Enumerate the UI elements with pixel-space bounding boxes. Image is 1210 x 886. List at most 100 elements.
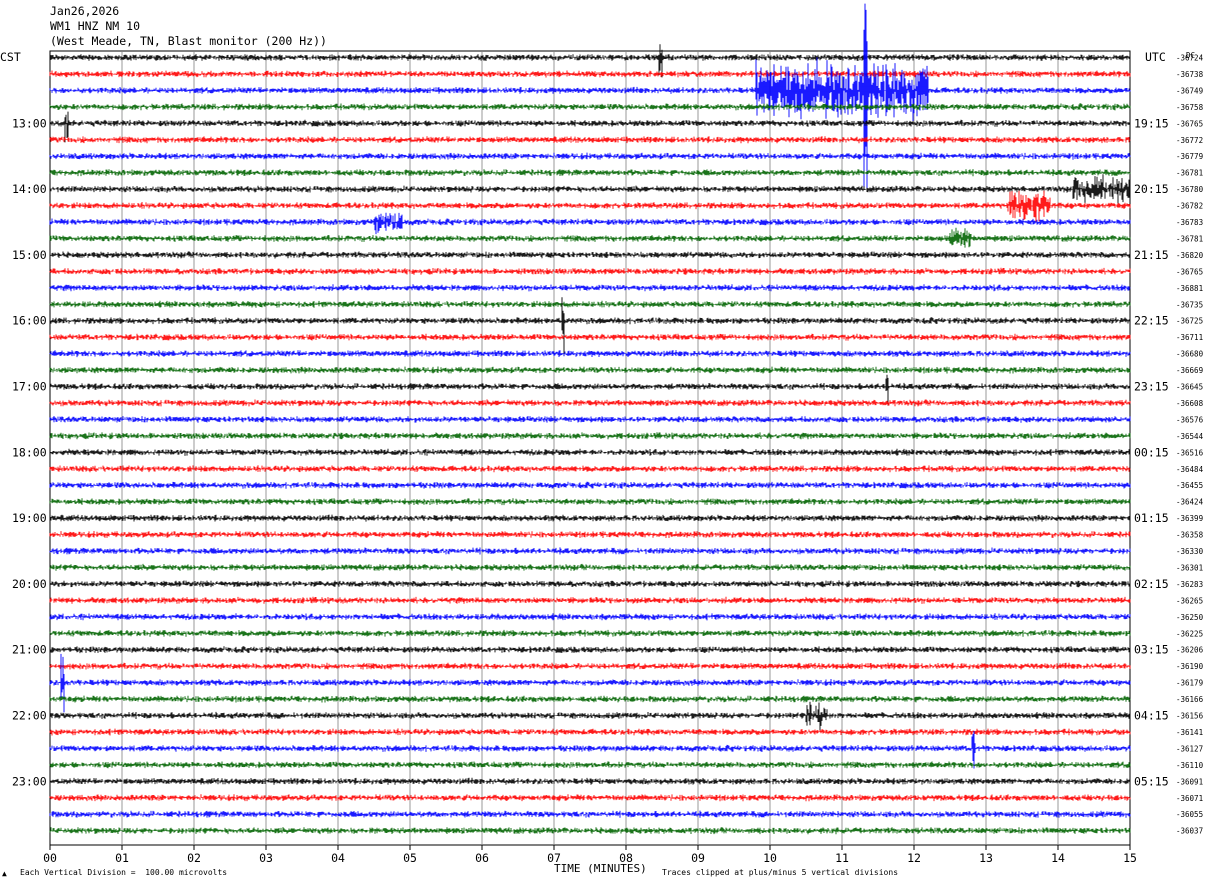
dc-offset-label: -36225 <box>1176 629 1203 638</box>
x-tick-label: 03 <box>259 851 273 865</box>
dc-offset-label: -36820 <box>1176 251 1204 260</box>
x-tick-label: 12 <box>907 851 921 865</box>
seismic-traces <box>49 3 1131 835</box>
trace-42 <box>49 731 1131 769</box>
trace-39 <box>49 695 1131 703</box>
trace-24 <box>49 448 1131 456</box>
trace-27 <box>49 498 1131 506</box>
triangle-icon: ▲ <box>2 869 7 878</box>
trace-28 <box>49 514 1131 522</box>
trace-40 <box>49 701 1131 731</box>
trace-44 <box>49 777 1131 785</box>
cst-hour-label: 18:00 <box>12 445 47 459</box>
clipping-note: Traces clipped at plus/minus 5 vertical … <box>662 868 899 877</box>
dc-offset-label: -36680 <box>1176 350 1204 359</box>
dc-offset-label: -36190 <box>1176 662 1204 671</box>
x-tick-label: 11 <box>835 851 849 865</box>
cst-time-labels: 13:00 14:00 15:00 16:00 17:00 18:00 19:00 20:00… <box>12 116 47 788</box>
trace-19 <box>49 366 1131 374</box>
dc-offset-label: -36283 <box>1176 580 1203 589</box>
x-tick-label: 09 <box>691 851 705 865</box>
dc-offset-label: -36071 <box>1176 794 1203 803</box>
dc-offset-label: -36455 <box>1176 481 1203 490</box>
station-code: WM1 HNZ NM 10 <box>50 19 141 33</box>
dc-offset-label: -36724 <box>1176 54 1204 63</box>
trace-29 <box>49 531 1131 538</box>
x-axis: 00 01 02 03 04 05 06 07 08 09 10 11 12 13 14 15 <box>43 845 1137 865</box>
cst-hour-label: 15:00 <box>12 248 47 262</box>
x-tick-label: 13 <box>979 851 993 865</box>
dc-offset-label: -36166 <box>1176 695 1204 704</box>
trace-41 <box>49 728 1131 736</box>
trace-14 <box>49 284 1131 292</box>
dc-offset-label: -36781 <box>1176 169 1203 178</box>
dc-offset-label: -36749 <box>1176 86 1203 95</box>
dc-offset-label: -36881 <box>1176 284 1203 293</box>
dc-offset-label: -36711 <box>1176 333 1203 342</box>
cst-hour-label: 23:00 <box>12 774 47 788</box>
x-tick-label: 01 <box>115 851 129 865</box>
trace-32 <box>49 580 1131 588</box>
dc-offset-label: -36772 <box>1176 136 1203 145</box>
x-axis-title: TIME (MINUTES) <box>554 862 647 875</box>
dc-offset-label: -36156 <box>1176 712 1204 721</box>
trace-34 <box>49 613 1131 621</box>
trace-22 <box>49 416 1131 423</box>
dc-offset-label: -36055 <box>1176 810 1203 819</box>
dc-offset-label: -36725 <box>1176 317 1203 326</box>
cst-hour-label: 20:00 <box>12 577 47 591</box>
dc-offset-label: -36781 <box>1176 234 1203 243</box>
dc-offset-label: -36645 <box>1176 383 1203 392</box>
left-timezone-label: CST <box>0 50 21 64</box>
utc-hour-label: 23:15 <box>1134 380 1169 394</box>
dc-offset-label: -36780 <box>1176 185 1204 194</box>
dc-offset-label: -36424 <box>1176 498 1204 507</box>
cst-hour-label: 21:00 <box>12 643 47 657</box>
trace-12 <box>49 251 1131 259</box>
x-tick-label: 04 <box>331 851 345 865</box>
utc-hour-label: 20:15 <box>1134 182 1169 196</box>
plot-frame <box>49 50 1131 846</box>
dc-offset-labels: DC-36724 -36738 -36749 -36758 -36765 -36772 -3… <box>1176 51 1204 836</box>
dc-offset-label: -36206 <box>1176 646 1204 655</box>
trace-38 <box>49 653 1131 713</box>
dc-offset-label: -36399 <box>1176 514 1203 523</box>
x-tick-label: 05 <box>403 851 417 865</box>
trace-13 <box>49 267 1131 275</box>
dc-offset-label: -36779 <box>1176 152 1203 161</box>
trace-35 <box>49 629 1131 637</box>
trace-37 <box>49 662 1131 670</box>
trace-10 <box>49 212 1131 235</box>
trace-25 <box>49 465 1131 473</box>
x-tick-label: 07 <box>547 851 561 865</box>
cst-hour-label: 17:00 <box>12 380 47 394</box>
dc-offset-label: -36091 <box>1176 777 1203 786</box>
dc-offset-label: -36765 <box>1176 119 1203 128</box>
trace-11 <box>49 227 1131 248</box>
dc-offset-label: -36484 <box>1176 465 1204 474</box>
trace-46 <box>49 810 1131 818</box>
dc-offset-label: -36358 <box>1176 531 1204 540</box>
station-location: (West Meade, TN, Blast monitor (200 Hz)) <box>50 34 327 48</box>
x-tick-label: 06 <box>475 851 489 865</box>
utc-hour-label: 00:15 <box>1134 445 1169 459</box>
dc-offset-label: -36783 <box>1176 218 1203 227</box>
trace-17 <box>49 333 1131 341</box>
trace-8 <box>49 174 1131 204</box>
trace-30 <box>49 547 1131 555</box>
x-tick-label: 00 <box>43 851 57 865</box>
dc-offset-label: -36765 <box>1176 267 1203 276</box>
cst-hour-label: 14:00 <box>12 182 47 196</box>
dc-offset-label: -36250 <box>1176 613 1204 622</box>
cst-hour-label: 13:00 <box>12 116 47 130</box>
trace-23 <box>49 432 1131 440</box>
utc-hour-label: 01:15 <box>1134 511 1169 525</box>
dc-offset-label: -36037 <box>1176 827 1203 836</box>
utc-hour-label: 03:15 <box>1134 643 1169 657</box>
trace-9 <box>49 190 1131 222</box>
trace-47 <box>49 827 1131 835</box>
trace-31 <box>49 563 1131 571</box>
trace-1 <box>49 70 1131 78</box>
trace-4 <box>49 111 1131 143</box>
